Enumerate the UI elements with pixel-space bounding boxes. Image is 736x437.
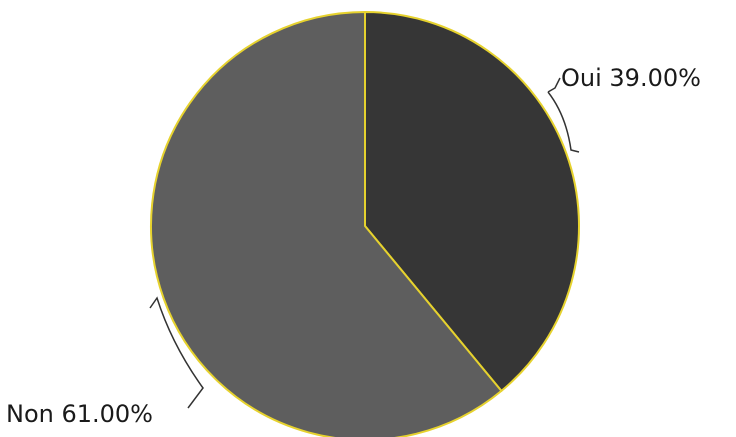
pie-slices bbox=[151, 12, 579, 437]
slice-label-non: Non 61.00% bbox=[6, 400, 153, 428]
leader-stem-oui bbox=[548, 78, 560, 92]
slice-label-oui: Oui 39.00% bbox=[561, 64, 701, 92]
